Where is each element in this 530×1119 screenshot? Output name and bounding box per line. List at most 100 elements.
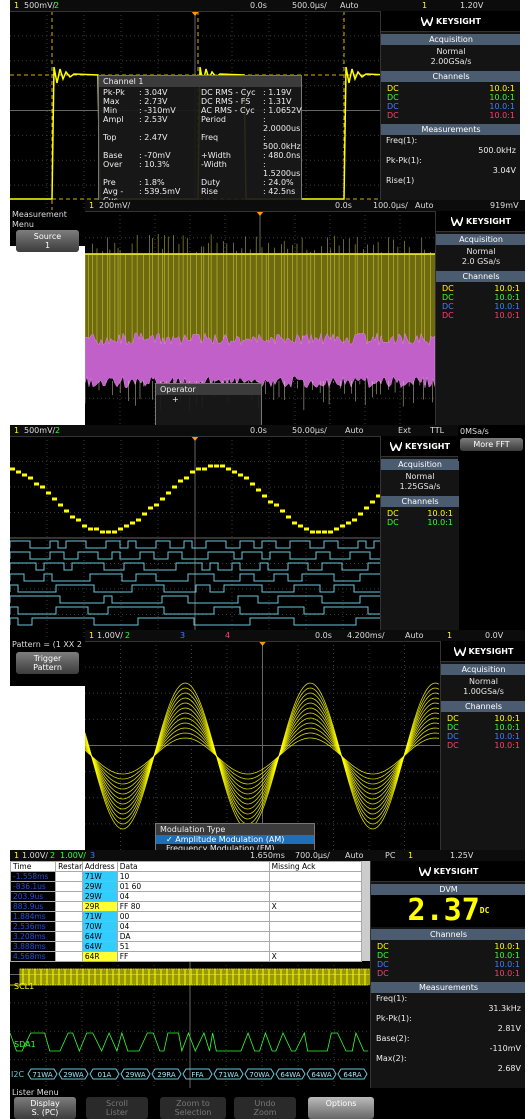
trace-step: [226, 467, 231, 471]
channel-row: DC 10.0:1: [441, 714, 525, 723]
acquisition: Normal 1.25GSa/s: [381, 470, 459, 494]
trace-step: [370, 500, 375, 504]
operator-item: +: [172, 395, 179, 404]
logo-mark: [453, 646, 466, 656]
trace-step: [232, 470, 237, 474]
probe: 10.0:1: [494, 311, 520, 320]
acquisition: Normal 2.0 GSa/s: [436, 245, 525, 269]
measurement-label: Pk-Pk(1):: [386, 156, 422, 165]
softkey[interactable]: Zoom to Selection: [160, 1097, 226, 1119]
probe: 10.0:1: [494, 723, 520, 732]
measurement-cell: : -310mV: [139, 106, 176, 115]
softkey-bar: Lister Menu Display S. (PC) Scroll Lister Zoo…: [10, 1088, 525, 1119]
softkey-bottom: Lister: [105, 1108, 129, 1117]
column-header: Address: [81, 861, 118, 872]
softkey-top: Display: [30, 1099, 60, 1108]
measurement-cell: AC RMS - Cyc: [201, 106, 255, 115]
data-cell: DA: [116, 931, 270, 942]
sample-rate: 0MSa/s: [460, 427, 489, 436]
waveform-area: [85, 211, 435, 425]
status-text: 500mV/: [24, 1, 56, 10]
status-text: 4.200ms/: [347, 631, 385, 640]
softkey[interactable]: Source 1: [16, 230, 79, 252]
channel-row: DC 10.0:1: [381, 102, 520, 111]
time-cell: 203.9us: [10, 891, 57, 902]
status-bar: 1 500mV/2 0.0s 50.00µs/Auto Ext TTL: [10, 425, 525, 437]
status-bar: 1 1.00V/2 1.00V/3 1.650ms 700.0µs/Auto PC 1 1.2…: [10, 850, 525, 862]
trigger-marker: [191, 436, 199, 441]
trace-step: [292, 521, 297, 525]
measurement-cell: : 2.0000us: [263, 115, 301, 133]
column-header: Time: [10, 861, 57, 872]
waveform-area: [85, 641, 440, 850]
scope-screen: SCL1 SDA1 I2C 71WA 29WA 01A 29WA 29RA FFA 71WA 70W…: [10, 850, 525, 1119]
bus-packet: [244, 1068, 275, 1080]
trace-sda: [10, 1031, 369, 1053]
probe: 10.0:1: [489, 102, 515, 111]
trace-step: [172, 485, 177, 489]
scope-screen: 1 1.00V/2 3 4 0.0s 4.200ms/Auto 1 0.0V KEYSIGHT A…: [85, 630, 525, 850]
menu-title: Measurement Menu: [12, 210, 67, 229]
trace-step: [94, 527, 99, 531]
softkey-label: Source: [33, 232, 62, 241]
acquisition: Normal 2.00GSa/s: [381, 45, 520, 69]
softkey[interactable]: Options: [308, 1097, 374, 1119]
scrollbar: [362, 861, 370, 961]
section-title: Channels: [381, 71, 520, 82]
acquisition: Normal 1.00GSa/s: [441, 675, 525, 699]
measurement-label: Pk-Pk(1):: [376, 1014, 412, 1023]
popup-title: Operator: [156, 384, 261, 395]
channel-row: DC 10.0:1: [371, 969, 525, 978]
bus-packet-label: 29WA: [63, 1071, 83, 1079]
channel-row: DC 10.0:1: [381, 84, 520, 93]
bus-packet: [58, 1068, 89, 1080]
softkey-bottom: S. (PC): [31, 1108, 59, 1117]
data-cell: 10: [116, 871, 270, 882]
address-cell: 29W: [81, 891, 118, 902]
trace-ch1: [85, 702, 440, 810]
time-cell: 883.9us: [10, 901, 57, 912]
restart-cell: [55, 881, 83, 892]
menu-option[interactable]: Frequency Modulation (FM): [166, 844, 275, 850]
measurement-value: 3.04V: [492, 166, 516, 175]
probe: 10.0:1: [427, 509, 453, 518]
coupling: DC: [387, 102, 399, 111]
trace-ch1: [85, 682, 440, 830]
probe: 10.0:1: [427, 518, 453, 527]
softkey[interactable]: Trigger Pattern: [16, 652, 79, 674]
measurement-cell: : 480.0ns: [263, 151, 301, 160]
measurement-cell: Rise: [201, 187, 218, 196]
measurement-cell: DC RMS - Cyc: [201, 88, 256, 97]
trace-step: [100, 530, 105, 534]
bus-packet: [120, 1068, 151, 1080]
trace-ch1: [85, 707, 440, 805]
restart-cell: [55, 951, 83, 962]
softkey[interactable]: Display S. (PC): [14, 1097, 76, 1119]
side-panel: KEYSIGHT DVM 2.37DC Channels DC 10.0:1 DC 10.0:…: [370, 861, 525, 1119]
status-text: Auto: [345, 426, 364, 435]
softkey[interactable]: Scroll Lister: [86, 1097, 148, 1119]
status-text: 919mV: [490, 201, 519, 210]
address-cell: 29R: [81, 901, 118, 912]
bus-packet-label: 29RA: [157, 1071, 175, 1079]
softkey[interactable]: Undo Zoom: [234, 1097, 296, 1119]
channels: DC 10.0:1 DC 10.0:1 DC 10.0:1 DC 10.0:1: [381, 82, 520, 122]
softkey[interactable]: More FFT: [460, 438, 523, 451]
popup-title: Modulation Type: [156, 824, 314, 835]
section-title: Acquisition: [381, 34, 520, 45]
status-text: Auto: [345, 851, 364, 860]
trace-step: [124, 524, 129, 528]
trace-step: [280, 509, 285, 513]
measurements: Freq(1): 31.3kHz Pk-Pk(1): 2.81V Base(2): -11…: [371, 993, 525, 1075]
menu-option[interactable]: ✓ Amplitude Modulation (AM): [156, 835, 314, 844]
trace-step: [52, 497, 57, 501]
trace-step: [358, 512, 363, 516]
coupling: DC: [447, 723, 459, 732]
trace-step: [250, 482, 255, 486]
measurement-cell: : 500.0kHz: [263, 133, 301, 151]
brand-logo: [418, 866, 431, 876]
measurement-cell: Freq: [201, 133, 219, 142]
probe: 10.0:1: [494, 942, 520, 951]
status-text: 1.20V: [460, 1, 484, 10]
channels: DC 10.0:1 DC 10.0:1: [381, 507, 459, 529]
